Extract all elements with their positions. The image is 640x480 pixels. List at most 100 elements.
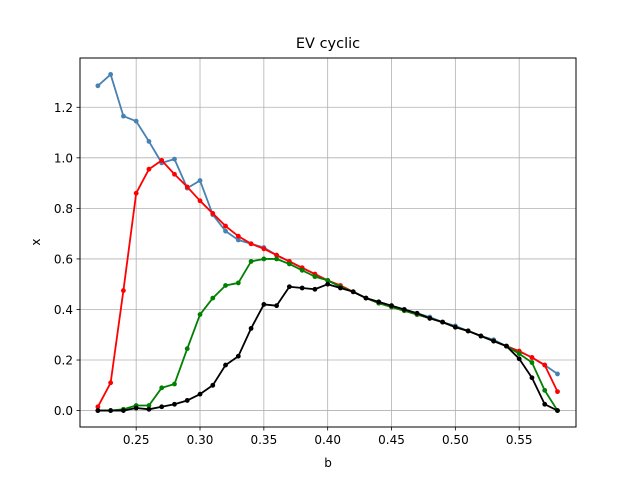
data-point xyxy=(325,278,331,283)
data-point xyxy=(108,380,114,386)
data-point xyxy=(197,198,203,204)
data-point xyxy=(299,285,305,291)
data-point xyxy=(121,288,126,293)
data-point xyxy=(210,382,216,388)
data-point xyxy=(146,139,152,144)
x-tick-label: 0.35 xyxy=(250,433,277,447)
data-point xyxy=(516,356,522,362)
data-point xyxy=(312,286,318,292)
data-point xyxy=(555,408,560,413)
data-point xyxy=(95,83,101,89)
x-tick-label: 0.40 xyxy=(314,433,341,447)
data-point xyxy=(210,295,216,301)
data-point xyxy=(286,284,292,290)
data-point xyxy=(95,404,101,410)
y-tick-label: 0.0 xyxy=(54,404,73,418)
data-point xyxy=(274,256,280,262)
data-point xyxy=(465,328,471,334)
data-point xyxy=(542,362,548,368)
data-point xyxy=(248,241,254,247)
y-tick-label: 1.2 xyxy=(54,101,73,115)
data-point xyxy=(133,190,139,196)
data-point xyxy=(338,285,343,291)
data-point xyxy=(133,118,139,124)
chart-title: EV cyclic xyxy=(296,36,360,52)
data-point xyxy=(159,385,165,391)
data-point xyxy=(235,353,241,359)
data-point xyxy=(235,233,241,239)
data-point xyxy=(555,371,560,377)
data-point xyxy=(440,319,445,325)
data-point xyxy=(184,184,190,190)
data-point xyxy=(363,295,369,301)
data-point xyxy=(299,267,305,273)
data-point xyxy=(542,401,548,407)
data-point xyxy=(197,391,203,397)
data-point xyxy=(223,362,228,368)
data-point xyxy=(286,261,292,267)
y-axis-label: x xyxy=(29,238,43,245)
y-tick-label: 0.8 xyxy=(54,202,73,216)
data-point xyxy=(427,315,433,321)
x-tick-label: 0.55 xyxy=(506,433,533,447)
data-point xyxy=(350,289,356,295)
data-point xyxy=(210,211,216,216)
data-point xyxy=(121,408,126,413)
data-point xyxy=(261,256,267,262)
series-4 xyxy=(95,281,560,413)
data-point xyxy=(159,404,165,410)
data-point xyxy=(529,375,535,381)
data-point xyxy=(172,171,177,177)
data-point xyxy=(452,324,458,330)
data-point xyxy=(95,408,101,413)
data-point xyxy=(542,387,548,393)
data-point xyxy=(504,343,509,349)
data-point xyxy=(529,355,535,360)
data-point xyxy=(184,398,190,403)
data-point xyxy=(414,310,420,316)
data-point xyxy=(172,381,177,387)
data-point xyxy=(108,408,114,413)
data-point xyxy=(274,303,280,309)
data-point xyxy=(223,283,228,288)
data-point xyxy=(529,360,535,365)
data-point xyxy=(325,281,331,287)
data-point xyxy=(223,228,228,234)
data-point xyxy=(197,178,203,183)
data-point xyxy=(478,333,484,339)
data-point xyxy=(121,113,126,119)
series-layer xyxy=(95,72,560,413)
ticks: 0.25 0.30 0.35 0.40 0.45 0.50 0.55 0.0 0.2 0.4 0.6… xyxy=(54,101,533,447)
data-point xyxy=(491,338,497,344)
data-point xyxy=(401,307,407,312)
data-point xyxy=(159,157,165,163)
x-tick-label: 0.30 xyxy=(187,433,214,447)
y-tick-label: 0.6 xyxy=(54,252,73,266)
x-axis-label: b xyxy=(324,456,332,470)
data-point xyxy=(223,223,228,229)
y-tick-label: 0.2 xyxy=(54,354,73,368)
data-point xyxy=(261,246,267,252)
data-point xyxy=(389,303,394,309)
data-point xyxy=(184,346,190,352)
data-point xyxy=(516,351,522,357)
data-point xyxy=(133,405,139,411)
data-point xyxy=(146,403,152,408)
y-tick-label: 1.0 xyxy=(54,151,73,165)
data-point xyxy=(261,302,267,307)
data-point xyxy=(274,252,280,258)
data-point xyxy=(248,259,254,264)
x-tick-label: 0.25 xyxy=(123,433,150,447)
data-point xyxy=(555,389,560,395)
data-point xyxy=(312,274,318,280)
data-point xyxy=(248,326,254,331)
x-tick-label: 0.50 xyxy=(442,433,469,447)
data-point xyxy=(235,280,241,286)
data-point xyxy=(108,72,114,77)
data-point xyxy=(172,156,177,162)
data-point xyxy=(197,312,203,317)
grid xyxy=(80,58,576,427)
data-point xyxy=(172,401,177,407)
